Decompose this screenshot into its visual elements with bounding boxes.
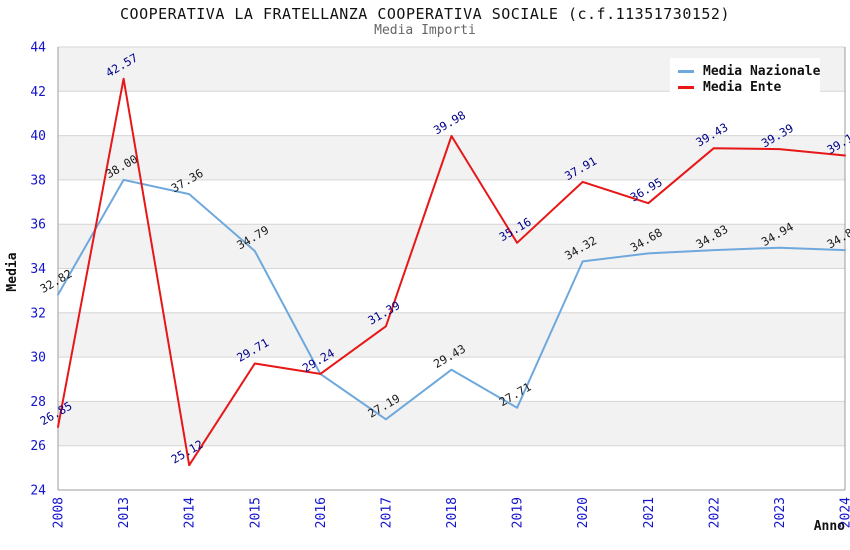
series-line-ente xyxy=(57,77,846,467)
point-label-ente-2024: 39.10 xyxy=(825,127,850,156)
plot-band xyxy=(58,135,845,180)
y-tick-label: 28 xyxy=(30,395,46,410)
legend: Media Nazionale Media Ente xyxy=(670,58,820,100)
y-tick-label: 38 xyxy=(30,173,46,188)
series-line-nazionale xyxy=(57,178,846,421)
x-tick-label: 2013 xyxy=(117,497,132,528)
legend-swatch-media-nazionale xyxy=(678,69,694,73)
y-tick-label: 32 xyxy=(30,306,46,321)
legend-swatch-media-ente xyxy=(678,85,694,89)
x-tick-label: 2017 xyxy=(379,497,394,528)
x-tick-label: 2021 xyxy=(642,497,657,528)
y-tick-label: 42 xyxy=(30,85,46,100)
x-tick-label: 2008 xyxy=(52,497,67,528)
chart-subtitle: Media Importi xyxy=(374,23,476,38)
x-tick-label: 2015 xyxy=(248,497,263,528)
chart-title: COOPERATIVA LA FRATELLANZA COOPERATIVA S… xyxy=(120,5,730,23)
y-tick-label: 24 xyxy=(30,484,46,499)
point-label-ente-2018: 39.98 xyxy=(431,108,468,137)
y-axis-title: Media xyxy=(5,252,20,291)
plot-band xyxy=(58,312,845,358)
x-axis-title: Anno xyxy=(814,519,845,534)
x-tick-label: 2018 xyxy=(445,497,460,528)
x-tick-label: 2019 xyxy=(511,497,526,528)
plot-band xyxy=(58,401,845,446)
y-tick-label: 34 xyxy=(30,262,46,277)
y-tick-label: 26 xyxy=(30,439,46,454)
x-tick-label: 2023 xyxy=(773,497,788,528)
x-tick-label: 2020 xyxy=(576,497,591,528)
y-tick-label: 36 xyxy=(30,218,46,233)
x-tick-label: 2014 xyxy=(183,497,198,528)
y-tick-label: 30 xyxy=(30,351,46,366)
x-tick-label: 2022 xyxy=(707,497,722,528)
legend-item-media-ente: Media Ente xyxy=(678,79,812,95)
plot-band xyxy=(58,224,845,269)
legend-label-media-ente: Media Ente xyxy=(703,79,782,95)
x-tick-label: 2016 xyxy=(314,497,329,528)
legend-label-media-nazionale: Media Nazionale xyxy=(703,63,821,79)
x-tick-label: 2024 xyxy=(839,497,850,528)
y-tick-label: 44 xyxy=(30,41,46,56)
y-tick-label: 40 xyxy=(30,129,46,144)
legend-item-media-nazionale: Media Nazionale xyxy=(678,63,820,79)
